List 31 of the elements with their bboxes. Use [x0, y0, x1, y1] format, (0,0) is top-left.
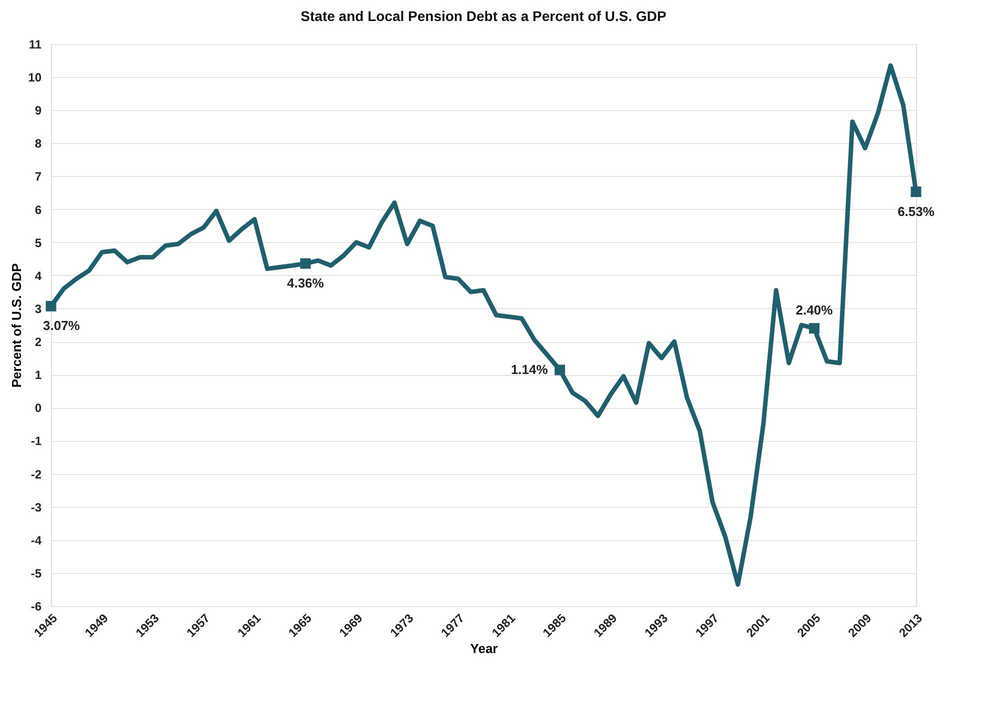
x-axis-title: Year — [470, 641, 498, 656]
data-label: 3.07% — [43, 318, 80, 334]
point — [300, 258, 311, 269]
y-tick-label: 9 — [34, 104, 42, 118]
chart-title: State and Local Pension Debt as a Percent of U.S. GDP — [300, 8, 666, 24]
y-tick-label: 10 — [28, 70, 42, 85]
y-tick-label: -1 — [30, 434, 42, 448]
y-tick-label: -3 — [30, 500, 42, 514]
point — [46, 300, 56, 312]
data-label: 4.36% — [286, 276, 324, 291]
data-label: 2.40% — [796, 302, 834, 318]
y-tick-label: 4 — [34, 268, 42, 283]
y-tick-label: -5 — [30, 566, 42, 580]
y-tick-label: 11 — [28, 38, 42, 52]
y-tick-label: 7 — [34, 170, 42, 184]
y-tick-label: 8 — [34, 136, 42, 151]
y-tick-label: 5 — [34, 236, 42, 250]
y-axis-title: Percent of U.S. GDP — [9, 263, 24, 388]
data-label: 1.14% — [510, 362, 548, 377]
y-tick-label: -6 — [30, 600, 42, 614]
y-tick-label: 0 — [34, 401, 42, 416]
y-tick-label: 1 — [34, 368, 42, 382]
y-tick-label: 6 — [34, 202, 42, 217]
y-tick-label: 2 — [34, 335, 42, 350]
y-tick-label: 3 — [34, 302, 42, 316]
point — [808, 323, 820, 334]
point — [910, 186, 922, 198]
y-tick-label: -4 — [30, 533, 42, 548]
point — [554, 364, 566, 376]
y-tick-label: -2 — [30, 467, 42, 482]
data-label: 6.53% — [898, 204, 935, 219]
